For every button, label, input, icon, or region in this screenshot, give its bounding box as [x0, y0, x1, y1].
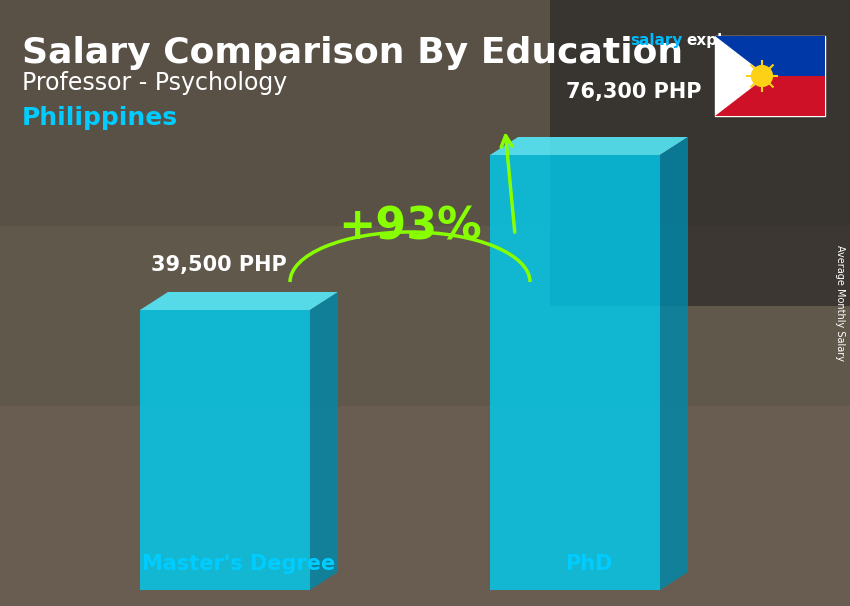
Polygon shape: [140, 310, 310, 590]
Bar: [715, 36, 825, 76]
Bar: [715, 76, 825, 116]
Text: Professor - Psychology: Professor - Psychology: [22, 71, 287, 95]
Text: Philippines: Philippines: [22, 106, 178, 130]
Polygon shape: [140, 292, 338, 310]
Text: +93%: +93%: [338, 205, 482, 248]
Text: .com: .com: [762, 33, 803, 48]
Polygon shape: [490, 155, 660, 590]
Text: Salary Comparison By Education: Salary Comparison By Education: [22, 36, 683, 70]
Text: 76,300 PHP: 76,300 PHP: [566, 82, 702, 102]
Text: salary: salary: [630, 33, 683, 48]
Text: PhD: PhD: [565, 554, 613, 574]
Text: explorer: explorer: [686, 33, 758, 48]
Circle shape: [751, 65, 773, 87]
Bar: [715, 36, 825, 116]
Bar: [550, 0, 850, 306]
Polygon shape: [715, 36, 767, 116]
Bar: [0, 0, 850, 226]
Polygon shape: [660, 137, 688, 590]
Text: Average Monthly Salary: Average Monthly Salary: [835, 245, 845, 361]
Polygon shape: [490, 137, 688, 155]
Polygon shape: [310, 292, 338, 590]
Bar: [0, 406, 850, 606]
Text: 39,500 PHP: 39,500 PHP: [151, 255, 286, 275]
Text: Master's Degree: Master's Degree: [142, 554, 336, 574]
